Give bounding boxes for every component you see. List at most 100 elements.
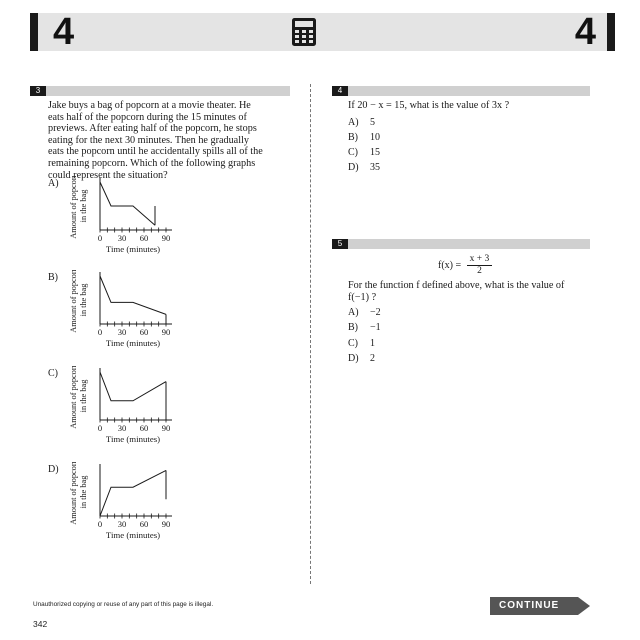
q4-stem: If 20 − x = 15, what is the value of 3x … bbox=[348, 100, 510, 111]
q3-stem: Jake buys a bag of popcorn at a movie th… bbox=[48, 100, 303, 181]
q3-number: 3 bbox=[30, 86, 46, 96]
page-number: 342 bbox=[33, 619, 48, 629]
q3-graph-a[interactable]: Amount of popcorn in the bag 0 30 60 90 Time (… bbox=[66, 176, 191, 264]
y-axis-label-line2: in the bag bbox=[79, 380, 88, 413]
choice-letter: A) bbox=[348, 117, 359, 128]
x-tick-label: 30 bbox=[118, 423, 127, 433]
q4-number-bar: 4 bbox=[332, 86, 590, 96]
x-tick-label: 30 bbox=[118, 327, 127, 337]
y-axis-label-line1: Amount of popcorn bbox=[69, 176, 78, 239]
popcorn-curve bbox=[99, 275, 167, 315]
x-tick-label: 30 bbox=[118, 233, 127, 243]
q3-graph-b[interactable]: Amount of popcorn in the bag 0 30 60 90 Time (… bbox=[66, 270, 191, 358]
choice-value: −1 bbox=[370, 322, 381, 333]
q5-stem-line: f(−1) ? bbox=[348, 291, 377, 303]
q4-choice-a[interactable]: A) 5 bbox=[348, 117, 375, 129]
x-axis-label: Time (minutes) bbox=[106, 338, 160, 348]
q3-stem-line: eats half of the popcorn during the 15 m… bbox=[48, 111, 247, 123]
q5-function-definition: f(x) = x + 3 2 bbox=[438, 254, 493, 277]
q5-choice-c[interactable]: C) 1 bbox=[348, 338, 375, 350]
choice-letter: D) bbox=[348, 353, 359, 364]
q5-stem-line: For the function f defined above, what i… bbox=[348, 280, 565, 291]
y-axis-label-line2: in the bag bbox=[79, 284, 88, 317]
x-axis-label: Time (minutes) bbox=[106, 530, 160, 540]
section-header: 4 4 bbox=[30, 11, 615, 53]
q3-graph-d[interactable]: Amount of popcorn in the bag 0 30 60 90 Time (… bbox=[66, 462, 191, 550]
choice-value: 35 bbox=[370, 162, 380, 173]
fx-fraction: x + 3 2 bbox=[466, 254, 493, 277]
x-tick-label: 0 bbox=[98, 327, 102, 337]
q4-choice-d[interactable]: D) 35 bbox=[348, 162, 380, 174]
q5-choice-b[interactable]: B) −1 bbox=[348, 322, 381, 334]
choice-letter: B) bbox=[348, 322, 358, 333]
header-left-bar bbox=[30, 13, 38, 51]
q5-number: 5 bbox=[332, 239, 348, 249]
calculator-icon bbox=[292, 18, 316, 46]
choice-value: 15 bbox=[370, 147, 380, 158]
x-tick-label: 90 bbox=[162, 519, 171, 529]
x-tick-label: 60 bbox=[140, 327, 149, 337]
choice-letter: B) bbox=[348, 132, 358, 143]
y-axis-label-line1: Amount of popcorn bbox=[69, 270, 78, 333]
popcorn-curve bbox=[99, 469, 167, 517]
choice-value: 5 bbox=[370, 117, 375, 128]
x-axis-label: Time (minutes) bbox=[106, 244, 160, 254]
continue-button[interactable]: CONTINUE bbox=[490, 597, 590, 615]
header-right-bar bbox=[607, 13, 615, 51]
q3-choice-b-label[interactable]: B) bbox=[48, 272, 58, 283]
q5-choice-d[interactable]: D) 2 bbox=[348, 353, 375, 365]
x-tick-label: 30 bbox=[118, 519, 127, 529]
x-tick-label: 60 bbox=[140, 423, 149, 433]
x-tick-label: 0 bbox=[98, 519, 102, 529]
x-tick-label: 0 bbox=[98, 423, 102, 433]
section-number-right: 4 bbox=[574, 11, 596, 53]
q4-choice-b[interactable]: B) 10 bbox=[348, 132, 380, 144]
q3-graph-c[interactable]: Amount of popcorn in the bag 0 30 60 90 Time (… bbox=[66, 366, 191, 454]
popcorn-curve bbox=[99, 371, 167, 402]
choice-value: 2 bbox=[370, 353, 375, 364]
fx-denominator: 2 bbox=[477, 266, 482, 276]
x-axis-label: Time (minutes) bbox=[106, 434, 160, 444]
q3-number-bar: 3 bbox=[30, 86, 290, 96]
q3-stem-line: could represent the situation? bbox=[48, 169, 168, 181]
continue-arrow-icon bbox=[490, 597, 590, 615]
q3-stem-line: remaining popcorn. Which of the followin… bbox=[48, 157, 256, 169]
choice-value: −2 bbox=[370, 307, 381, 318]
q4-number: 4 bbox=[332, 86, 348, 96]
q3-stem-line: eats the popcorn until he accidentally s… bbox=[48, 146, 263, 158]
q3-choice-c-label[interactable]: C) bbox=[48, 368, 58, 379]
choice-letter: C) bbox=[348, 338, 358, 349]
q3-stem-line: eating for the next 30 minutes. Then he … bbox=[48, 134, 249, 146]
x-tick-label: 60 bbox=[140, 519, 149, 529]
y-axis-label-line1: Amount of popcorn bbox=[69, 366, 78, 429]
fx-numerator: x + 3 bbox=[466, 254, 493, 266]
x-tick-label: 90 bbox=[162, 233, 171, 243]
q5-number-bar: 5 bbox=[332, 239, 590, 249]
x-tick-label: 90 bbox=[162, 423, 171, 433]
x-tick-label: 90 bbox=[162, 327, 171, 337]
choice-letter: D) bbox=[348, 162, 359, 173]
q5-stem: For the function f defined above, what i… bbox=[348, 280, 598, 303]
q3-choice-d-label[interactable]: D) bbox=[48, 464, 59, 475]
y-axis-label-line2: in the bag bbox=[79, 190, 88, 223]
q3-choice-a-label[interactable]: A) bbox=[48, 178, 59, 189]
x-tick-label: 0 bbox=[98, 233, 102, 243]
y-axis-label-line1: Amount of popcorn bbox=[69, 462, 78, 525]
x-tick-label: 60 bbox=[140, 233, 149, 243]
q3-stem-line: Jake buys a bag of popcorn at a movie th… bbox=[48, 100, 251, 111]
choice-value: 1 bbox=[370, 338, 375, 349]
q4-choice-c[interactable]: C) 15 bbox=[348, 147, 380, 159]
q5-choice-a[interactable]: A) −2 bbox=[348, 307, 381, 319]
choice-letter: A) bbox=[348, 307, 359, 318]
q3-stem-line: previews. After eating half of the popco… bbox=[48, 123, 257, 135]
fx-lhs: f(x) = bbox=[438, 259, 462, 271]
copyright-notice: Unauthorized copying or reuse of any par… bbox=[33, 601, 214, 608]
popcorn-curve bbox=[99, 181, 156, 226]
y-axis-label-line2: in the bag bbox=[79, 476, 88, 509]
section-number-left: 4 bbox=[53, 11, 75, 53]
continue-label: CONTINUE bbox=[499, 600, 560, 611]
choice-letter: C) bbox=[348, 147, 358, 158]
